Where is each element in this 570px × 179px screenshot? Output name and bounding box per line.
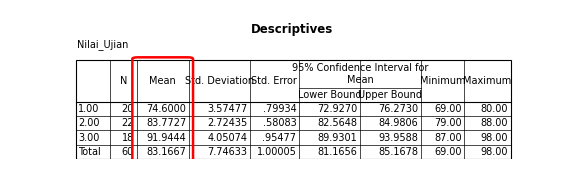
Text: 69.00: 69.00	[434, 147, 462, 157]
Text: Nilai_Ujian: Nilai_Ujian	[76, 39, 128, 50]
Text: Total: Total	[78, 147, 101, 157]
Text: 2.72435: 2.72435	[207, 118, 247, 128]
Text: 83.1667: 83.1667	[146, 147, 186, 157]
Text: .79934: .79934	[263, 104, 296, 114]
Text: 84.9806: 84.9806	[378, 118, 418, 128]
Text: Std. Deviation: Std. Deviation	[185, 76, 254, 86]
Text: Descriptives: Descriptives	[251, 23, 333, 36]
Text: 3.57477: 3.57477	[207, 104, 247, 114]
Text: 89.9301: 89.9301	[317, 132, 357, 142]
Bar	[76, 60, 511, 159]
Text: 82.5648: 82.5648	[317, 118, 357, 128]
Text: 87.00: 87.00	[434, 132, 462, 142]
Text: 98.00: 98.00	[481, 147, 508, 157]
Text: .58083: .58083	[263, 118, 296, 128]
Text: 4.05074: 4.05074	[207, 132, 247, 142]
Text: Lower Bound: Lower Bound	[298, 90, 361, 100]
Text: .95477: .95477	[262, 132, 296, 142]
Text: 3.00: 3.00	[78, 132, 100, 142]
Text: 60: 60	[121, 147, 134, 157]
Text: 81.1656: 81.1656	[317, 147, 357, 157]
Text: 20: 20	[121, 104, 134, 114]
Text: 83.7727: 83.7727	[146, 118, 186, 128]
Text: Maximum: Maximum	[463, 76, 512, 86]
Text: Minimum: Minimum	[420, 76, 465, 86]
Text: 85.1678: 85.1678	[378, 147, 418, 157]
Text: 1.00005: 1.00005	[256, 147, 296, 157]
Text: Upper Bound: Upper Bound	[359, 90, 422, 100]
Text: 91.9444: 91.9444	[146, 132, 186, 142]
Text: N: N	[120, 76, 127, 86]
Text: 80.00: 80.00	[481, 104, 508, 114]
Text: 22: 22	[121, 118, 134, 128]
Text: 93.9588: 93.9588	[378, 132, 418, 142]
Text: 2.00: 2.00	[78, 118, 100, 128]
Text: 79.00: 79.00	[434, 118, 462, 128]
Text: 88.00: 88.00	[481, 118, 508, 128]
Text: 95% Confidence Interval for
Mean: 95% Confidence Interval for Mean	[292, 63, 428, 85]
Text: 98.00: 98.00	[481, 132, 508, 142]
Text: 18: 18	[121, 132, 134, 142]
Text: 7.74633: 7.74633	[207, 147, 247, 157]
Text: 76.2730: 76.2730	[378, 104, 418, 114]
Text: Mean: Mean	[149, 76, 176, 86]
Text: Std. Error: Std. Error	[251, 76, 298, 86]
Text: 74.6000: 74.6000	[146, 104, 186, 114]
Text: 1.00: 1.00	[78, 104, 100, 114]
Text: 72.9270: 72.9270	[317, 104, 357, 114]
Text: 69.00: 69.00	[434, 104, 462, 114]
